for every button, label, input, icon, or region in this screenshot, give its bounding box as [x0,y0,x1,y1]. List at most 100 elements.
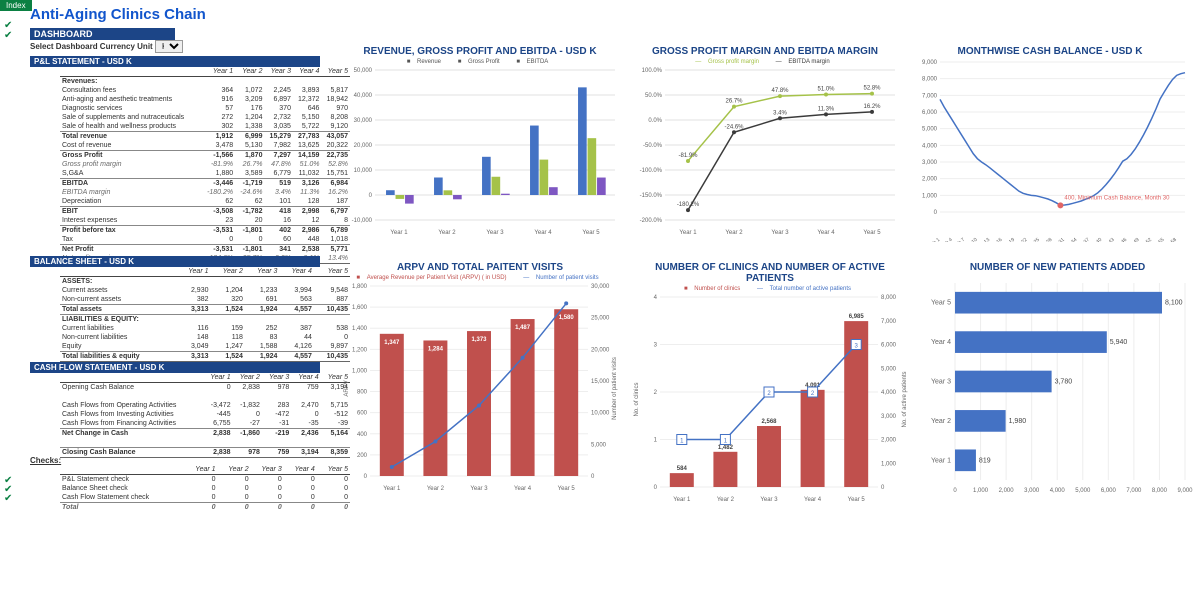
cf-table: Year 1Year 2Year 3Year 4Year 5Opening Ca… [60,373,350,458]
svg-text:4,000: 4,000 [881,390,897,396]
svg-text:Year 5: Year 5 [558,486,576,492]
svg-text:16.2%: 16.2% [863,104,881,110]
svg-text:ARPV: ARPV [344,380,350,396]
svg-text:2,000: 2,000 [922,177,938,183]
svg-text:0: 0 [364,474,368,480]
svg-text:6,000: 6,000 [1101,488,1117,494]
check-icon: ✔ [4,493,12,504]
svg-text:Year 2: Year 2 [931,418,951,425]
chart-new-patients: NUMBER OF NEW PATIENTS ADDED 01,0002,000… [920,262,1195,502]
svg-text:1,200: 1,200 [352,347,368,353]
chart-title: REVENUE, GROSS PROFIT AND EBITDA - USD K [340,46,620,57]
bs-section-header: BALANCE SHEET - USD K [30,256,320,267]
svg-text:5,000: 5,000 [1075,488,1091,494]
svg-text:-180.2%: -180.2% [677,202,700,208]
svg-text:-50.0%: -50.0% [643,143,663,149]
svg-text:Year 3: Year 3 [486,230,504,236]
svg-text:3,000: 3,000 [922,160,938,166]
svg-text:1,400: 1,400 [352,326,368,332]
chart-cash-balance: MONTHWISE CASH BALANCE - USD K 01,0002,0… [910,46,1190,246]
svg-text:-10,000: -10,000 [352,218,373,224]
svg-text:8,000: 8,000 [881,295,897,301]
svg-text:2: 2 [654,390,658,396]
svg-text:100.0%: 100.0% [642,68,663,74]
svg-text:51.0%: 51.0% [817,87,835,93]
currency-row: Select Dashboard Currency Unit K [30,40,183,53]
svg-text:400: 400 [357,432,368,438]
svg-text:7,000: 7,000 [881,319,897,325]
svg-text:0: 0 [934,210,938,216]
svg-text:2,000: 2,000 [881,438,897,444]
svg-text:11.3%: 11.3% [818,106,835,112]
svg-text:1,487: 1,487 [515,325,531,331]
page-title: Anti-Aging Clinics Chain [30,6,206,23]
svg-text:3,000: 3,000 [1024,488,1040,494]
svg-text:200: 200 [357,453,368,459]
chart-title: MONTHWISE CASH BALANCE - USD K [910,46,1190,57]
svg-text:3: 3 [654,343,658,349]
svg-text:40,000: 40,000 [354,93,373,99]
svg-text:30,000: 30,000 [591,284,610,290]
svg-text:10,000: 10,000 [354,168,373,174]
svg-text:Year 4: Year 4 [534,230,552,236]
cf-section-header: CASH FLOW STATEMENT - USD K [30,362,320,373]
svg-text:8,100: 8,100 [1165,300,1183,307]
svg-text:1,000: 1,000 [881,461,897,467]
svg-text:10,000: 10,000 [591,411,610,417]
svg-text:5,940: 5,940 [1110,339,1128,346]
svg-text:-81.9%: -81.9% [678,153,698,159]
svg-text:4,000: 4,000 [922,143,938,149]
svg-text:No. of active patients: No. of active patients [902,371,908,427]
svg-text:Year 2: Year 2 [427,486,445,492]
svg-text:2,568: 2,568 [761,419,777,425]
svg-text:30,000: 30,000 [354,118,373,124]
svg-text:Year 4: Year 4 [804,497,822,503]
pl-table: Year 1Year 2Year 3Year 4Year 5Revenues:C… [60,67,350,264]
svg-text:1,000: 1,000 [352,368,368,374]
checks-header: Checks: [30,456,320,465]
svg-text:2,000: 2,000 [999,488,1015,494]
svg-text:Year 4: Year 4 [817,230,835,236]
chart-title: ARPV AND TOTAL PAITENT VISITS [340,262,620,273]
svg-text:8,000: 8,000 [922,77,938,83]
svg-text:819: 819 [979,457,991,464]
svg-text:Number of patient visits: Number of patient visits [612,357,618,420]
svg-text:1,580: 1,580 [559,315,575,321]
svg-text:5,000: 5,000 [922,127,938,133]
svg-text:0: 0 [881,485,885,491]
svg-text:600: 600 [357,411,368,417]
bs-table: Year 1Year 2Year 3Year 4Year 5ASSETS:Cur… [60,267,350,362]
svg-text:26.7%: 26.7% [725,99,743,105]
svg-text:Year 1: Year 1 [673,497,691,503]
svg-text:Year 5: Year 5 [863,230,881,236]
svg-text:1,000: 1,000 [973,488,989,494]
svg-text:20,000: 20,000 [591,347,610,353]
svg-text:Year 1: Year 1 [931,457,951,464]
svg-text:5,000: 5,000 [881,366,897,372]
svg-text:Year 1: Year 1 [679,230,697,236]
chart-clinics-patients: NUMBER OF CLINICS AND NUMBER OF ACTIVE P… [630,262,910,502]
svg-text:1,600: 1,600 [352,305,368,311]
chart-title: NUMBER OF NEW PATIENTS ADDED [920,262,1195,273]
pl-section-header: P&L STATEMENT - USD K [30,56,320,67]
svg-text:Year 3: Year 3 [760,497,778,503]
svg-text:0: 0 [654,485,658,491]
svg-text:6,000: 6,000 [922,110,938,116]
svg-text:52.8%: 52.8% [863,86,881,92]
svg-text:50,000: 50,000 [354,68,373,74]
svg-text:Year 3: Year 3 [771,230,789,236]
svg-text:Year 5: Year 5 [931,300,951,307]
svg-text:Year 3: Year 3 [931,379,951,386]
svg-text:-100.0%: -100.0% [640,168,663,174]
svg-text:15,000: 15,000 [591,379,610,385]
index-tab[interactable]: Index [0,0,32,11]
svg-text:1,800: 1,800 [352,284,368,290]
svg-text:0: 0 [369,193,373,199]
svg-text:No. of clinics: No. of clinics [634,382,640,416]
svg-text:6,985: 6,985 [849,314,865,320]
svg-text:7,000: 7,000 [1126,488,1142,494]
currency-select[interactable]: K [155,40,183,53]
svg-text:Month 1: Month 1 [924,237,942,242]
svg-text:1,482: 1,482 [718,445,734,451]
chart-arpv-visits: ARPV AND TOTAL PAITENT VISITS ■ Average … [340,262,620,502]
